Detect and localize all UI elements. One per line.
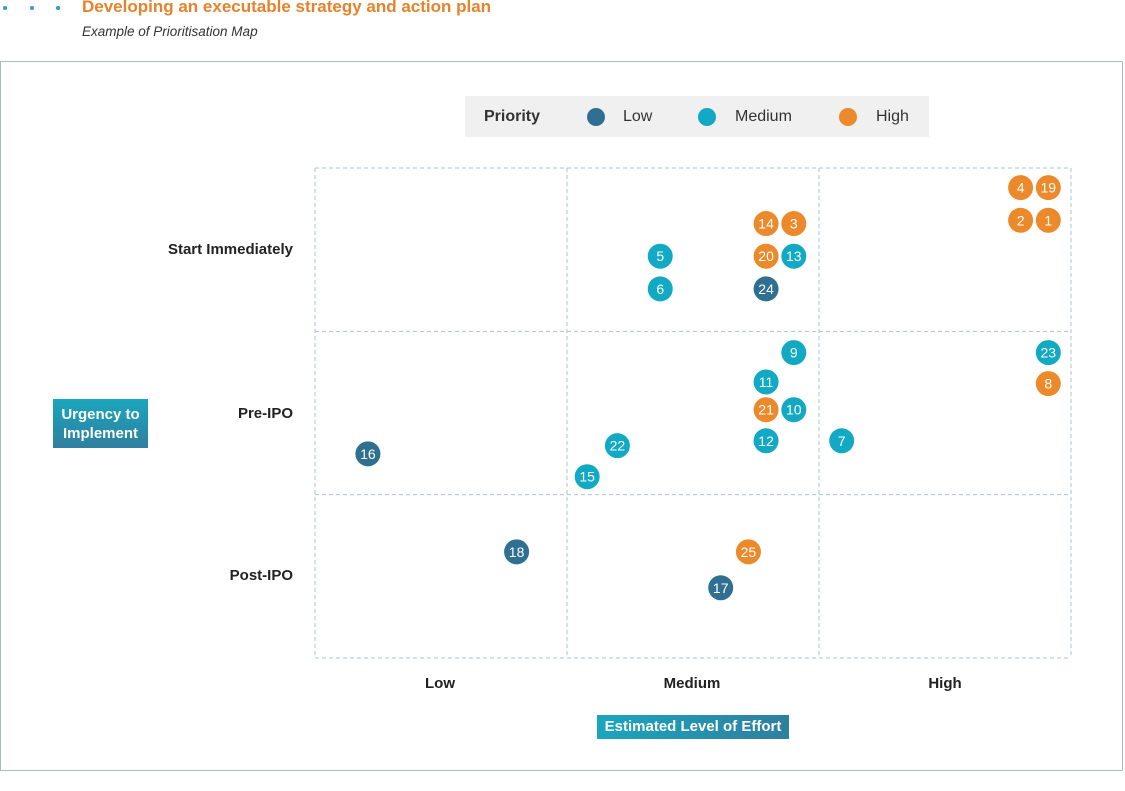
point-marker [781, 243, 807, 269]
point-marker [708, 575, 734, 601]
data-point-17: 17 [708, 575, 734, 601]
y-tick-post-ipo: Post-IPO [229, 567, 293, 584]
point-label: 19 [1041, 180, 1057, 196]
data-point-5: 5 [647, 243, 673, 269]
data-point-9: 9 [781, 340, 807, 366]
point-label: 12 [758, 433, 774, 449]
data-point-4: 4 [1008, 175, 1034, 201]
y-tick-start-immediately: Start Immediately [167, 241, 293, 258]
point-label: 8 [1044, 376, 1052, 392]
point-marker [574, 464, 600, 490]
point-marker [1035, 371, 1061, 397]
x-axis-title: Estimated Level of Effort [597, 715, 789, 739]
data-point-20: 20 [753, 243, 779, 269]
legend-low-swatch [587, 108, 605, 126]
y-tick-pre-ipo: Pre-IPO [237, 405, 293, 422]
data-point-12: 12 [753, 428, 779, 454]
point-marker [753, 211, 779, 237]
point-marker [1008, 175, 1034, 201]
legend-high-swatch [839, 108, 857, 126]
data-point-8: 8 [1035, 371, 1061, 397]
point-marker [753, 243, 779, 269]
legend-high-label: High [876, 108, 909, 125]
point-label: 9 [790, 345, 798, 361]
point-label: 13 [786, 248, 802, 264]
data-point-6: 6 [647, 276, 673, 302]
point-marker [781, 340, 807, 366]
data-point-1: 1 [1035, 207, 1061, 233]
point-label: 16 [360, 446, 376, 462]
point-marker [735, 539, 761, 565]
data-point-15: 15 [574, 464, 600, 490]
data-point-25: 25 [735, 539, 761, 565]
point-marker [504, 539, 530, 565]
y-axis-title: Urgency to Implement [53, 399, 148, 448]
data-point-14: 14 [753, 211, 779, 237]
point-marker [829, 428, 855, 454]
x-tick-high: High [928, 675, 962, 692]
point-label: 18 [509, 544, 525, 560]
chart-frame [0, 61, 1123, 771]
point-label: 3 [790, 216, 798, 232]
data-point-22: 22 [604, 433, 630, 459]
point-marker [753, 428, 779, 454]
point-label: 11 [759, 374, 774, 390]
data-point-21: 21 [753, 397, 779, 423]
point-label: 25 [741, 544, 757, 560]
point-label: 15 [579, 469, 595, 485]
data-point-19: 19 [1035, 175, 1061, 201]
point-label: 2 [1017, 212, 1025, 228]
point-marker [1008, 207, 1034, 233]
point-marker [781, 211, 807, 237]
legend-medium-swatch [698, 108, 716, 126]
point-marker [1035, 340, 1061, 366]
point-label: 6 [656, 281, 664, 297]
data-point-3: 3 [781, 211, 807, 237]
data-point-11: 11 [753, 369, 779, 395]
point-marker [604, 433, 630, 459]
point-marker [753, 276, 779, 302]
data-point-23: 23 [1035, 340, 1061, 366]
data-point-24: 24 [753, 276, 779, 302]
point-label: 7 [838, 433, 846, 449]
point-label: 22 [610, 438, 626, 454]
point-marker [1035, 207, 1061, 233]
point-label: 23 [1041, 345, 1057, 361]
data-point-16: 16 [355, 441, 381, 467]
x-tick-low: Low [425, 675, 455, 692]
data-point-2: 2 [1008, 207, 1034, 233]
point-marker [753, 397, 779, 423]
point-label: 1 [1044, 212, 1052, 228]
data-point-7: 7 [829, 428, 855, 454]
chart-legend: Priority Low Medium High [465, 96, 929, 137]
point-marker [781, 397, 807, 423]
plot-grid [314, 167, 1072, 659]
point-label: 5 [656, 248, 664, 264]
point-marker [753, 369, 779, 395]
legend-low-label: Low [623, 108, 653, 125]
page-subtitle: Example of Prioritisation Map [82, 24, 258, 39]
x-tick-medium: Medium [663, 675, 721, 692]
point-marker [1035, 175, 1061, 201]
data-point-10: 10 [781, 397, 807, 423]
legend-title: Priority [484, 108, 541, 125]
point-label: 24 [758, 281, 774, 297]
point-marker [355, 441, 381, 467]
point-marker [647, 276, 673, 302]
decorative-dots-icon [0, 0, 70, 16]
data-point-18: 18 [504, 539, 530, 565]
point-label: 10 [786, 402, 802, 418]
legend-medium-label: Medium [735, 108, 792, 125]
point-label: 14 [758, 216, 774, 232]
data-point-13: 13 [781, 243, 807, 269]
point-marker [647, 243, 673, 269]
point-label: 21 [758, 402, 774, 418]
point-label: 20 [758, 248, 774, 264]
point-label: 4 [1017, 180, 1025, 196]
point-label: 17 [713, 580, 729, 596]
page-title: Developing an executable strategy and ac… [82, 0, 492, 16]
